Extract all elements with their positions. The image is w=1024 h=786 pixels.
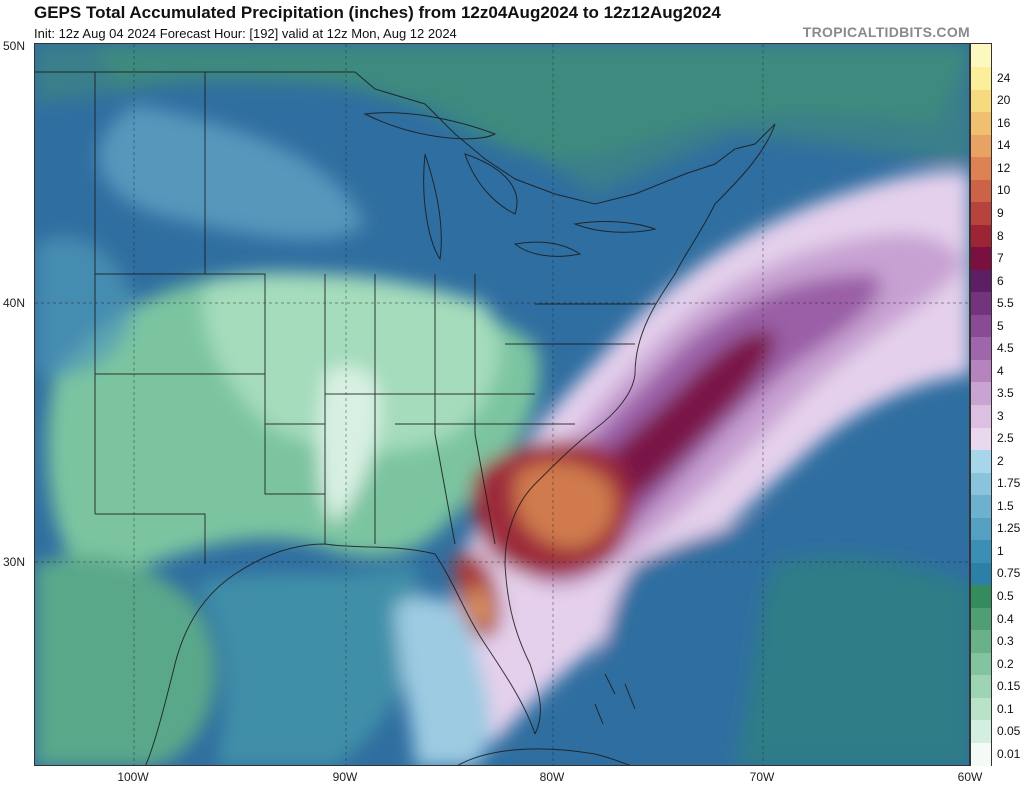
colorbar-tick-label: 0.1 [997,701,1014,716]
colorbar-cell [971,201,991,225]
colorbar-cell [971,607,991,631]
colorbar-cell [971,224,991,248]
map-canvas [35,44,969,765]
colorbar-tick-label: 0.75 [997,566,1021,581]
colorbar-cell [971,156,991,180]
colorbar-tick-label: 10 [997,183,1011,198]
lat-label-50n: 50N [3,39,26,53]
colorbar-cell [971,584,991,608]
colorbar-cell [971,562,991,586]
colorbar-cell [971,652,991,676]
brand-watermark: TROPICALTIDBITS.COM [802,24,970,40]
colorbar-cell [971,179,991,203]
colorbar-tick-label: 0.2 [997,656,1014,671]
precip-colorbar [970,43,992,766]
colorbar-tick-label: 1 [997,543,1004,558]
colorbar-tick-label: 2 [997,453,1004,468]
colorbar-cell [971,291,991,315]
colorbar-cell [971,269,991,293]
colorbar-tick-label: 3.5 [997,386,1014,401]
colorbar-cell [971,742,991,766]
colorbar-tick-label: 5 [997,318,1004,333]
colorbar-cell [971,66,991,90]
colorbar-tick-label: 0.4 [997,611,1014,626]
colorbar-cell [971,404,991,428]
map-subtitle: Init: 12z Aug 04 2024 Forecast Hour: [19… [34,26,457,41]
colorbar-tick-label: 7 [997,251,1004,266]
colorbar-cell [971,697,991,721]
colorbar-tick-label: 3 [997,408,1004,423]
lat-label-40n: 40N [3,296,26,310]
colorbar-tick-label: 14 [997,138,1011,153]
colorbar-tick-label: 2.5 [997,431,1014,446]
colorbar-tick-label: 0.5 [997,589,1014,604]
colorbar-tick-label: 0.15 [997,679,1021,694]
colorbar-tick-label: 5.5 [997,296,1014,311]
colorbar-tick-label: 1.25 [997,521,1021,536]
colorbar-tick-label: 1.75 [997,476,1021,491]
colorbar-cell [971,44,991,68]
colorbar-tick-label: 0.05 [997,724,1021,739]
colorbar-cell [971,539,991,563]
lon-label-70w: 70W [749,770,775,784]
colorbar-cell [971,472,991,496]
colorbar-tick-label: 20 [997,93,1011,108]
colorbar-cell [971,134,991,158]
colorbar-tick-label: 24 [997,70,1011,85]
colorbar-cell [971,674,991,698]
colorbar-cell [971,314,991,338]
colorbar-tick-label: 4.5 [997,341,1014,356]
colorbar-cell [971,427,991,451]
colorbar-tick-label: 0.3 [997,634,1014,649]
colorbar-tick-label: 1.5 [997,498,1014,513]
colorbar-cell [971,449,991,473]
map-title: GEPS Total Accumulated Precipitation (in… [34,3,721,22]
lon-label-90w: 90W [332,770,358,784]
colorbar-cell [971,111,991,135]
coastline-overlay [35,71,776,765]
colorbar-tick-label: 9 [997,205,1004,220]
graticule [35,44,969,765]
colorbar-cell [971,719,991,743]
colorbar-cell [971,381,991,405]
colorbar-cell [971,89,991,113]
lat-label-30n: 30N [3,555,26,569]
colorbar-cell [971,246,991,270]
colorbar-cell [971,494,991,518]
colorbar-tick-label: 8 [997,228,1004,243]
colorbar-tick-label: 6 [997,273,1004,288]
colorbar-tick-label: 0.01 [997,746,1021,761]
colorbar-tick-label: 16 [997,115,1011,130]
precipitation-map[interactable] [34,43,970,766]
colorbar-cell [971,359,991,383]
colorbar-tick-label: 4 [997,363,1004,378]
colorbar-cell [971,517,991,541]
lon-label-100w: 100W [117,770,149,784]
precip-field [35,44,969,765]
colorbar-tick-label: 12 [997,160,1011,175]
lon-label-60w: 60W [957,770,983,784]
colorbar-cell [971,336,991,360]
colorbar-cell [971,629,991,653]
lon-label-80w: 80W [539,770,565,784]
